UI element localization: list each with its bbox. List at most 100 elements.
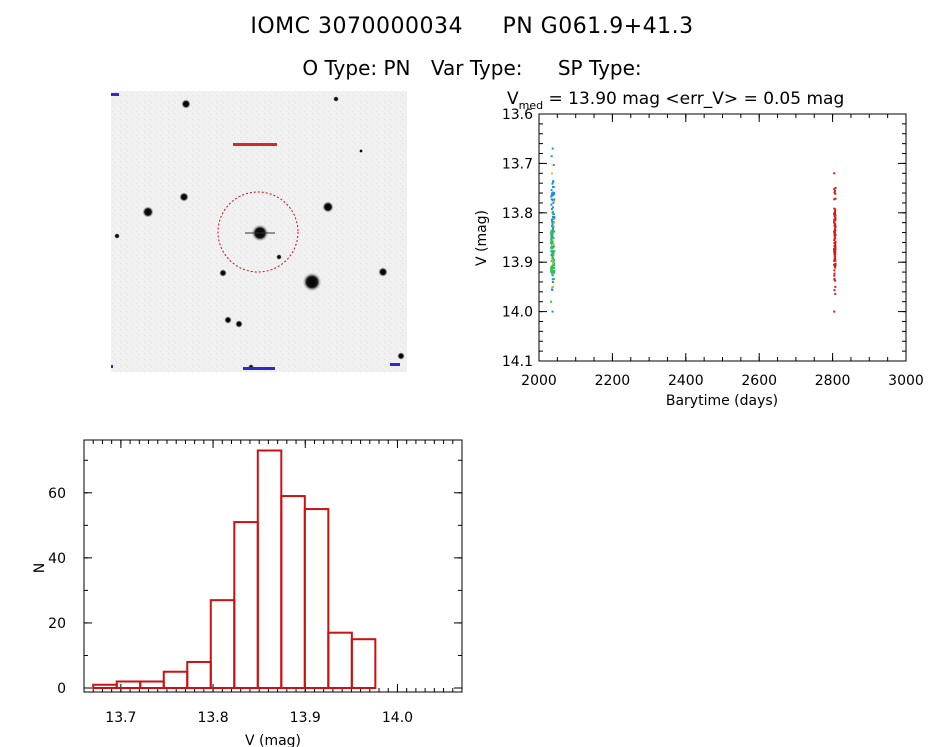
lc-point: [550, 267, 553, 270]
lc-point: [550, 253, 553, 256]
lc-point: [553, 230, 556, 233]
plot-header-line1: IOMC 3070000034 PN G061.9+41.3: [0, 14, 944, 39]
lc-point: [551, 278, 554, 281]
object-type: O Type: PN: [302, 56, 411, 80]
lc-point: [833, 278, 836, 281]
lc-point: [833, 239, 836, 242]
lc-point: [553, 262, 556, 265]
lc-point: [834, 224, 837, 227]
lc-point: [833, 237, 836, 240]
lc-point: [834, 262, 837, 265]
lc-point: [552, 278, 555, 281]
lc-point: [834, 210, 837, 213]
lc-point: [551, 231, 554, 234]
lc-point: [833, 207, 836, 210]
lc-point: [550, 232, 553, 235]
lc-point: [550, 194, 553, 197]
lc-point: [552, 269, 555, 272]
lc-ytick-label: 13.6: [502, 107, 533, 123]
lc-point: [552, 271, 555, 274]
lc-point: [551, 264, 554, 267]
lc-point: [551, 225, 554, 228]
lc-point: [833, 279, 836, 282]
lc-point: [550, 155, 553, 158]
variable-type: Var Type:: [430, 56, 523, 80]
lc-point: [550, 203, 553, 206]
plot-header-line2: O Type: PN Var Type: SP Type:: [0, 56, 944, 80]
stamp-label-bottom-left: [111, 365, 113, 368]
lc-point: [552, 254, 555, 257]
lc-xtick-label: 2800: [815, 373, 851, 389]
lc-point: [553, 193, 556, 196]
lc-point: [553, 191, 556, 194]
lc-point: [833, 230, 836, 233]
lc-ytick-label: 13.9: [502, 255, 533, 271]
lc-point: [551, 223, 554, 226]
lc-point: [550, 269, 553, 272]
lc-xtick-label: 3000: [888, 373, 924, 389]
lc-point: [833, 221, 836, 224]
lc-point: [833, 189, 836, 192]
lc-point: [552, 186, 555, 189]
lc-point: [834, 226, 837, 229]
field-stars: [114, 96, 405, 370]
lc-ytick-label: 14.1: [502, 354, 533, 370]
lc-xtick-label: 2200: [595, 373, 631, 389]
lc-point: [550, 207, 553, 210]
lc-point: [833, 259, 836, 262]
lc-point: [833, 274, 836, 277]
lc-point: [551, 273, 554, 276]
lc-point: [833, 272, 836, 275]
lc-point: [833, 227, 836, 230]
lc-point: [552, 163, 555, 166]
lc-point: [833, 188, 836, 191]
lc-point: [551, 257, 554, 260]
lc-point: [551, 274, 554, 277]
lc-point: [552, 236, 555, 239]
lc-xtick-label: 2600: [741, 373, 777, 389]
lc-ytick-label: 13.8: [502, 206, 533, 222]
lc-point: [551, 280, 554, 283]
lc-point: [551, 255, 554, 258]
lc-point: [552, 213, 555, 216]
lc-point: [833, 191, 836, 194]
pn-name: PN G061.9+41.3: [502, 14, 694, 39]
lc-point: [551, 233, 554, 236]
lc-point: [834, 266, 837, 269]
lc-point: [834, 249, 837, 252]
lc-point: [834, 246, 837, 249]
lc-point: [550, 266, 553, 269]
lc-point: [550, 234, 553, 237]
lc-point: [552, 245, 555, 248]
lc-point: [550, 172, 553, 175]
lc-point: [834, 233, 837, 236]
lc-ytick-label: 13.7: [502, 156, 533, 172]
lc-point: [833, 250, 836, 253]
lc-point: [833, 218, 836, 221]
lc-title-rest: = 13.90 mag <err_V> = 0.05 mag: [543, 89, 844, 109]
lc-point: [551, 310, 554, 313]
lc-point: [551, 147, 554, 150]
lc-point: [834, 186, 837, 189]
lc-point: [552, 180, 555, 183]
lc-point: [833, 263, 836, 266]
lc-point: [833, 172, 836, 175]
lc-point: [551, 192, 554, 195]
lc-point: [553, 250, 556, 253]
lc-point: [552, 262, 555, 265]
lc-point: [552, 263, 555, 266]
lc-point: [834, 292, 837, 295]
lc-point: [551, 247, 554, 250]
lc-point: [833, 235, 836, 238]
lc-point: [552, 201, 555, 204]
lc-point: [552, 227, 555, 230]
lc-point: [834, 264, 837, 267]
lc-point: [833, 213, 836, 216]
lc-point: [550, 250, 553, 253]
stamp-label-bottom-right: [390, 363, 400, 366]
lc-point: [833, 289, 836, 292]
lc-point: [553, 217, 556, 220]
lc-point: [834, 192, 837, 195]
lc-point: [834, 214, 837, 217]
target-aperture-circle: [217, 191, 299, 273]
